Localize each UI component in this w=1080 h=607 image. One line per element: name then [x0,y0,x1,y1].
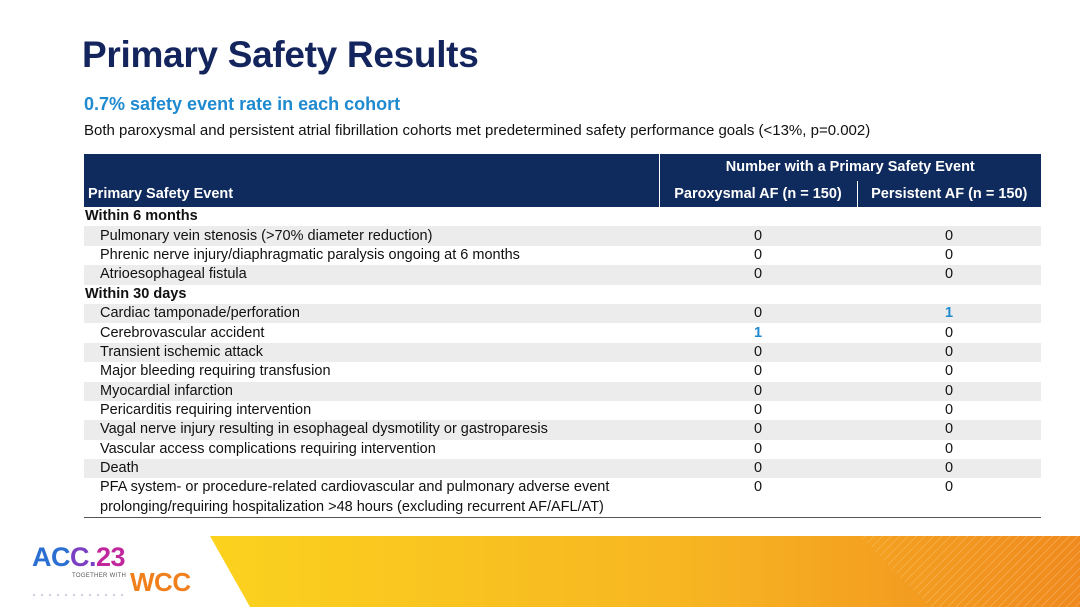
header-primary-safety-event: Primary Safety Event [84,154,660,207]
slide-description: Both paroxysmal and persistent atrial fi… [84,122,871,139]
event-name: Major bleeding requiring transfusion [100,363,331,380]
event-name: Death [84,459,659,479]
footer-stripe-band [210,536,1080,607]
acc-wcc-logo: ACC.23 TOGETHER WITH WCC [32,542,232,602]
paroxysmal-count: 0 [659,265,857,285]
event-name: Vagal nerve injury resulting in esophage… [84,420,659,440]
safety-results-table: Primary Safety Event Number with a Prima… [84,154,1041,518]
event-name: Atrioesophageal fistula [84,265,659,285]
table-row: PFA system- or procedure-related cardiov… [84,478,1041,518]
section-label: Within 6 months [85,208,198,225]
table-row: Vascular access complications requiring … [84,440,1041,459]
paroxysmal-count: 0 [753,402,763,419]
wcc-logo-text: WCC [130,567,191,597]
event-name: PFA system- or procedure-related cardiov… [100,479,610,515]
paroxysmal-count: 0 [753,440,763,457]
paroxysmal-count: 0 [753,363,763,380]
table-row: Transient ischemic attack 0 0 [84,342,1041,363]
logo-dotted-line [33,594,123,596]
logo-acc-part-c: 23 [96,542,126,572]
paroxysmal-count-highlight: 1 [753,324,763,341]
persistent-count: 0 [857,342,1041,363]
footer-stripe [210,536,1080,607]
event-name: Cardiac tamponade/perforation [84,303,659,324]
event-name: Pulmonary vein stenosis (>70% diameter r… [84,226,659,246]
table-subheader-row: Paroxysmal AF (n = 150) Persistent AF (n… [84,180,1041,207]
event-name: Phrenic nerve injury/diaphragmatic paral… [100,246,520,263]
logo-together-with: TOGETHER WITH [72,573,127,579]
persistent-count: 0 [944,246,954,263]
footer-stripe-hatch [860,536,1080,607]
paroxysmal-count: 0 [659,342,857,363]
table-row: Cerebrovascular accident 1 0 [84,323,1041,342]
header-persistent-af: Persistent AF (n = 150) [857,180,1041,207]
persistent-count: 0 [857,265,1041,285]
persistent-count: 0 [944,363,954,380]
persistent-count: 0 [857,226,1041,246]
persistent-count: 0 [944,324,954,341]
persistent-count: 0 [944,402,954,419]
persistent-count: 0 [944,440,954,457]
table-row: Pericarditis requiring intervention 0 0 [84,401,1041,420]
table-row: Major bleeding requiring transfusion 0 0 [84,362,1041,381]
event-name: Cerebrovascular accident [100,324,265,341]
acc23-logo-text: ACC.23 [32,542,126,573]
event-name: Pericarditis requiring intervention [100,402,312,419]
event-name: Vascular access complications requiring … [100,440,436,457]
section-row-6-months: Within 6 months [84,207,1041,226]
paroxysmal-count: 0 [659,381,857,401]
paroxysmal-count: 0 [659,420,857,440]
slide-title: Primary Safety Results [82,34,479,75]
logo-acc-part-b: C. [70,542,97,572]
event-name: Transient ischemic attack [84,342,659,363]
section-row-30-days: Within 30 days [84,285,1041,304]
section-label: Within 30 days [85,285,187,302]
logo-acc-part-a: AC [32,542,71,572]
persistent-count: 0 [857,381,1041,401]
table-row: Atrioesophageal fistula 0 0 [84,265,1041,285]
table-row: Pulmonary vein stenosis (>70% diameter r… [84,226,1041,246]
paroxysmal-count: 0 [659,303,857,324]
table-row: Myocardial infarction 0 0 [84,381,1041,401]
table-row: Cardiac tamponade/perforation 0 1 [84,303,1041,324]
persistent-count-highlight: 1 [857,303,1041,324]
paroxysmal-count: 0 [753,246,763,263]
paroxysmal-count: 0 [753,479,763,496]
persistent-count: 0 [857,459,1041,479]
header-paroxysmal-af: Paroxysmal AF (n = 150) [659,180,858,207]
table-row: Phrenic nerve injury/diaphragmatic paral… [84,246,1041,265]
event-name: Myocardial infarction [84,381,659,401]
persistent-count: 0 [857,420,1041,440]
persistent-count: 0 [944,479,954,496]
header-number-with-event: Number with a Primary Safety Event [659,154,1041,181]
paroxysmal-count: 0 [659,459,857,479]
slide-subtitle: 0.7% safety event rate in each cohort [84,94,401,114]
table-row: Vagal nerve injury resulting in esophage… [84,420,1041,440]
paroxysmal-count: 0 [659,226,857,246]
table-row: Death 0 0 [84,459,1041,479]
table-header-row: Primary Safety Event Number with a Prima… [84,154,1041,207]
